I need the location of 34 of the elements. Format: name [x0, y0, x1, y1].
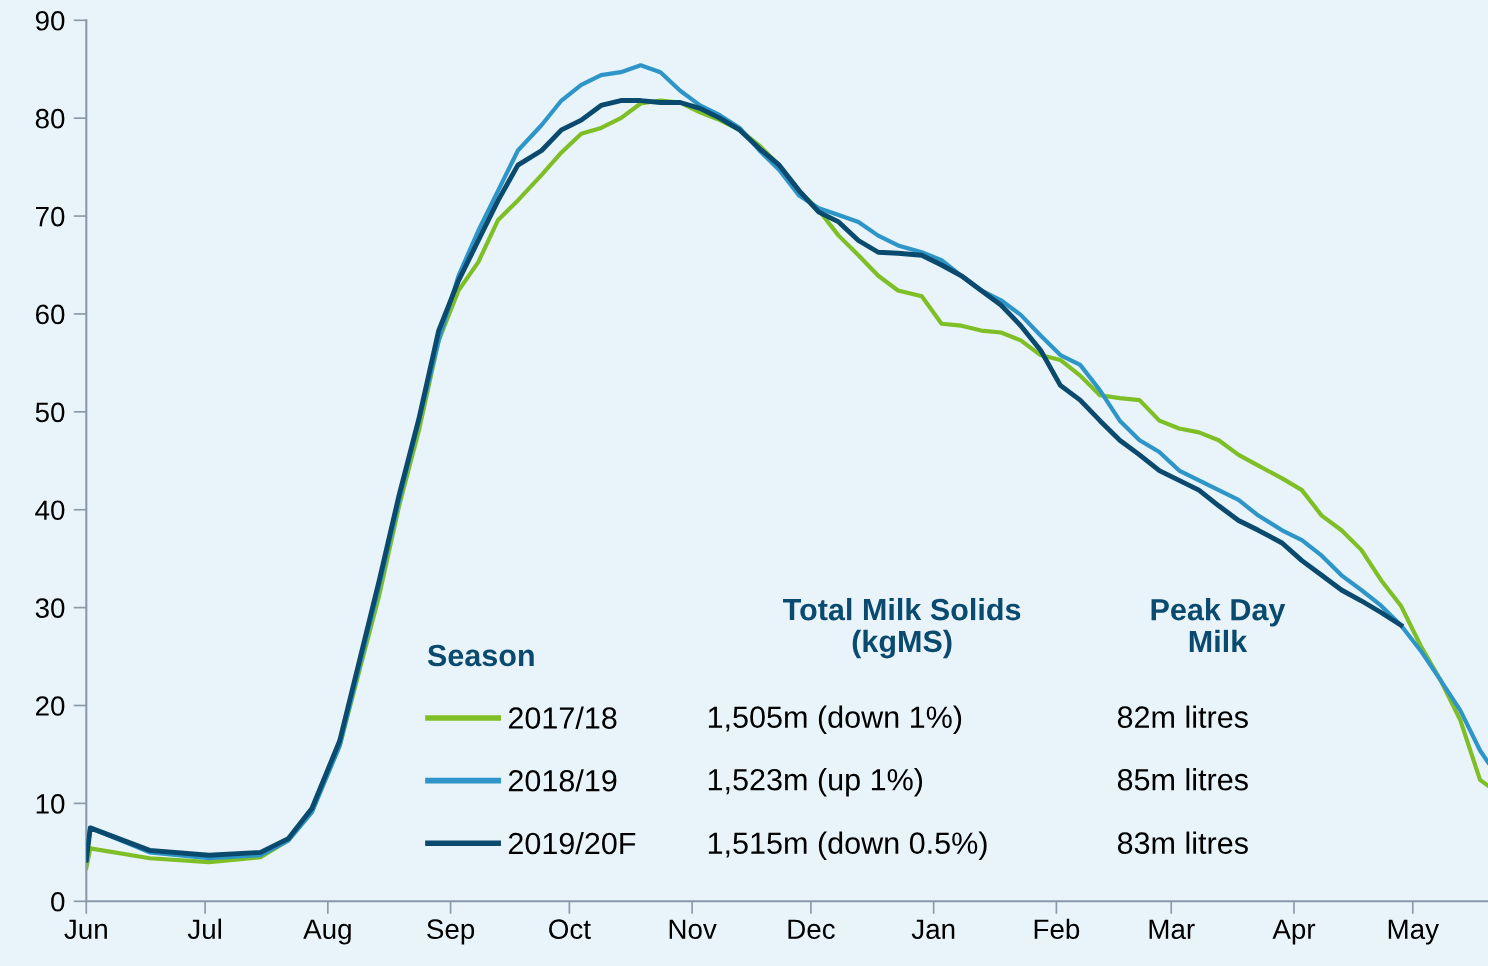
annotation: 1,505m (down 1%) — [708, 705, 962, 735]
x-tick-label: Nov — [669, 919, 717, 940]
legend-label: 2017/18 — [508, 706, 617, 729]
annotation: 85m litres — [1117, 768, 1248, 791]
x-tick-label: Apr — [1272, 919, 1316, 945]
x-tick-label: Aug — [303, 919, 351, 945]
annotation: Season — [427, 644, 534, 667]
annotation: 82m litres — [1117, 705, 1248, 728]
annotation: Peak Day Milk — [1151, 598, 1286, 652]
x-tick-label: Dec — [788, 919, 835, 940]
y-tick-label: 50 — [35, 402, 65, 423]
y-tick-label: 30 — [35, 598, 65, 618]
x-tick-label: Jan — [911, 919, 955, 940]
annotation: 83m litres — [1117, 831, 1248, 854]
annotation: 1,523m (up 1%) — [708, 768, 923, 797]
x-tick-label: Mar — [1149, 919, 1195, 940]
y-tick-label: 60 — [35, 304, 65, 325]
x-tick-label: Sep — [427, 919, 475, 945]
y-tick-label: 80 — [35, 108, 65, 129]
legend-label: 2018/19 — [508, 769, 617, 792]
y-tick-label: 90 — [35, 10, 65, 31]
y-tick-label: 10 — [36, 794, 65, 814]
x-tick-label: Feb — [1034, 918, 1080, 940]
x-tick-label: May — [1388, 919, 1439, 945]
legend-label: 2019/20F — [508, 831, 636, 855]
y-tick-label: 0 — [51, 891, 65, 912]
y-tick-label: 70 — [36, 206, 65, 227]
annotation: Total Milk Solids (kgMS) — [783, 597, 1021, 659]
x-tick-label: Jul — [187, 918, 221, 940]
y-tick-label: 20 — [35, 696, 65, 716]
annotation: 1,515m (down 0.5%) — [708, 831, 987, 860]
x-tick-label: Oct — [549, 919, 591, 940]
x-tick-label: Jun — [64, 919, 107, 940]
y-tick-label: 40 — [35, 500, 65, 521]
